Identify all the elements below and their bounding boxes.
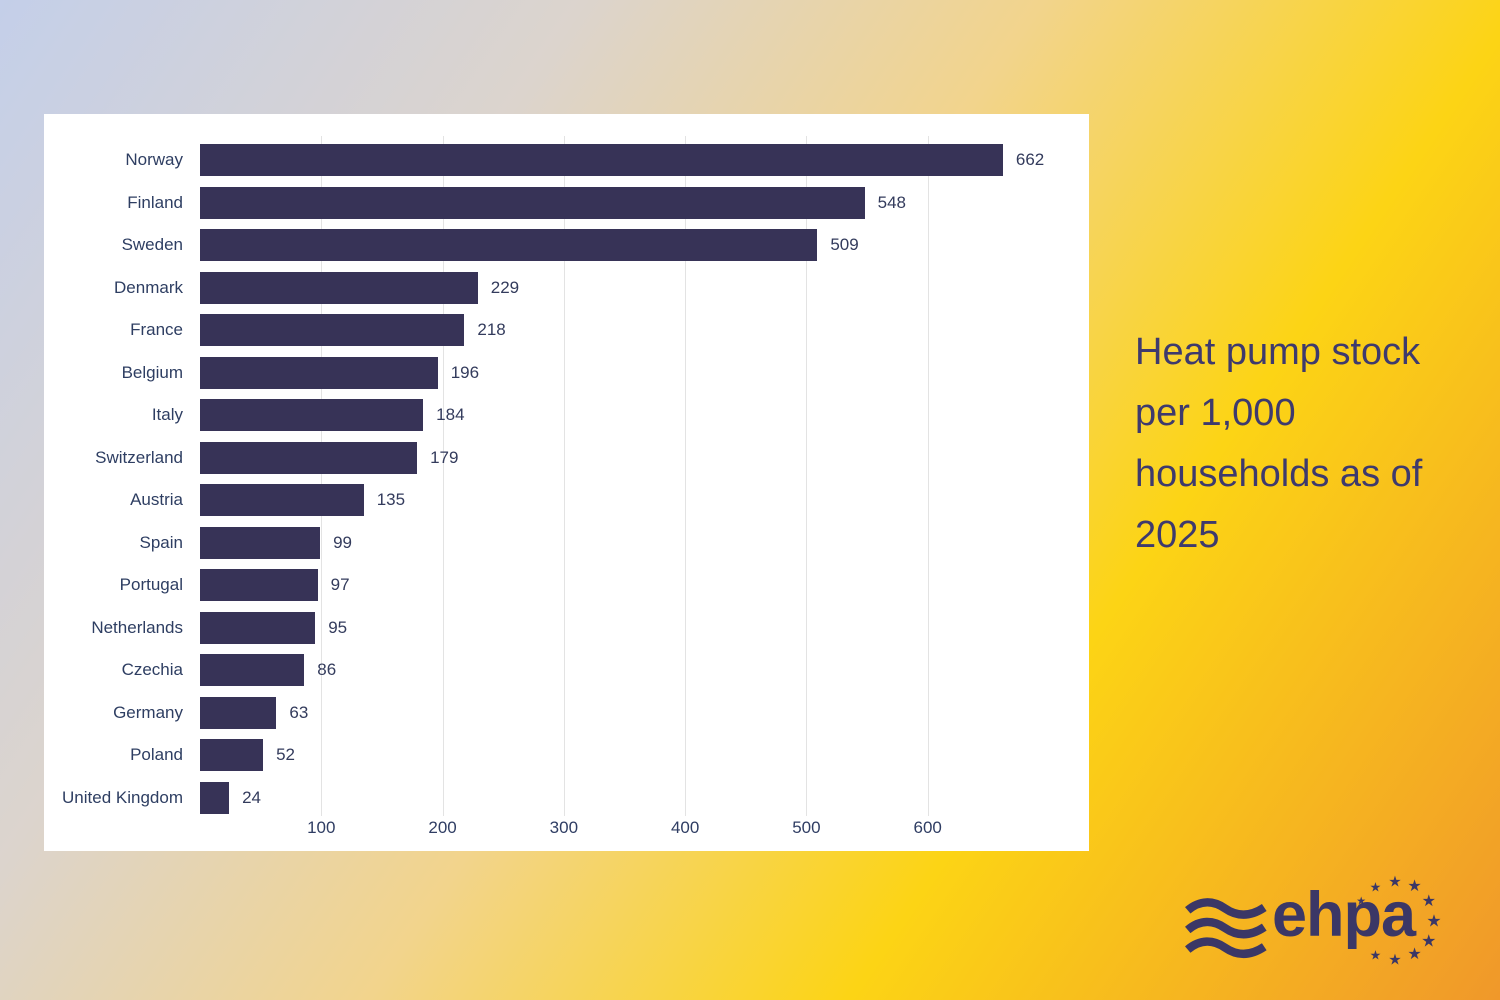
category-label: Finland — [127, 192, 183, 212]
category-label: Germany — [113, 702, 183, 722]
bar — [200, 441, 418, 474]
chart-title: Heat pump stock per 1,000 households as … — [1135, 331, 1423, 556]
bar — [200, 484, 364, 517]
value-label: 662 — [1015, 150, 1045, 169]
eu-star-icon: ★ — [1421, 931, 1437, 950]
chart-panel: Norway 662 Finland 548 Sweden 509 Denmark 229 Fr… — [44, 114, 1089, 851]
value-label: 86 — [317, 660, 337, 680]
bar — [200, 569, 318, 602]
gridline — [442, 136, 444, 816]
eu-star-icon: ★ — [1369, 879, 1382, 895]
eu-star-icon: ★ — [1426, 911, 1442, 931]
bar — [200, 399, 424, 432]
logo-text: ehpa — [1272, 880, 1416, 950]
value-label: 509 — [830, 235, 859, 255]
bar — [200, 356, 438, 389]
value-label: 52 — [276, 745, 295, 765]
bar — [200, 314, 465, 347]
category-label: France — [130, 320, 183, 340]
gridline — [927, 136, 929, 816]
category-label: Belgium — [121, 362, 183, 382]
category-label: Sweden — [121, 235, 183, 255]
value-label: 548 — [877, 192, 906, 212]
value-label: 24 — [242, 787, 262, 807]
category-label: Italy — [151, 405, 183, 425]
value-label: 229 — [490, 277, 520, 297]
eu-star-icon: ★ — [1388, 873, 1402, 891]
gridline — [685, 136, 687, 816]
value-label: 97 — [330, 575, 350, 595]
bar — [200, 271, 478, 304]
x-tick-label: 600 — [913, 818, 942, 837]
gridline — [806, 136, 808, 816]
x-tick-label: 500 — [792, 818, 821, 837]
bar — [200, 781, 230, 814]
gridline — [563, 136, 565, 816]
eu-star-icon: ★ — [1356, 895, 1367, 907]
bar — [200, 144, 1003, 176]
value-label: 99 — [333, 532, 352, 552]
eu-star-icon: ★ — [1407, 878, 1422, 896]
value-label: 196 — [450, 362, 480, 382]
x-tick-label: 200 — [428, 818, 457, 837]
bar — [200, 696, 277, 729]
eu-star-icon: ★ — [1421, 892, 1436, 910]
x-tick-label: 400 — [670, 818, 700, 837]
eu-star-icon: ★ — [1369, 947, 1382, 963]
eu-star-icon: ★ — [1407, 945, 1422, 963]
bar — [200, 186, 865, 219]
value-label: 135 — [376, 490, 406, 510]
x-tick-label: 300 — [549, 818, 579, 837]
category-label: Norway — [125, 150, 183, 169]
category-label: Portugal — [119, 575, 183, 595]
value-label: 179 — [430, 447, 459, 467]
eu-star-icon: ★ — [1388, 951, 1402, 969]
category-label: Spain — [139, 532, 183, 552]
category-label: Austria — [130, 490, 183, 510]
waves-icon — [1185, 898, 1267, 959]
value-label: 95 — [328, 617, 348, 637]
category-label: Czechia — [121, 660, 183, 680]
bar — [200, 229, 818, 262]
ehpa-logo: ehpa ★ ★ ★ ★ ★ ★ ★ ★ ★ ★ — [1180, 872, 1460, 987]
bar — [200, 526, 321, 559]
x-tick-label: 100 — [307, 818, 336, 837]
category-label: United Kingdom — [62, 787, 183, 807]
value-label: 63 — [289, 702, 309, 722]
category-label: Netherlands — [91, 617, 183, 637]
category-label: Denmark — [114, 277, 183, 297]
bar — [200, 654, 305, 687]
category-label: Poland — [130, 745, 183, 765]
bar — [200, 739, 264, 772]
value-label: 218 — [477, 320, 506, 340]
category-label: Switzerland — [95, 447, 183, 467]
value-label: 184 — [436, 405, 465, 425]
bar — [200, 611, 316, 644]
gridline — [321, 136, 323, 816]
